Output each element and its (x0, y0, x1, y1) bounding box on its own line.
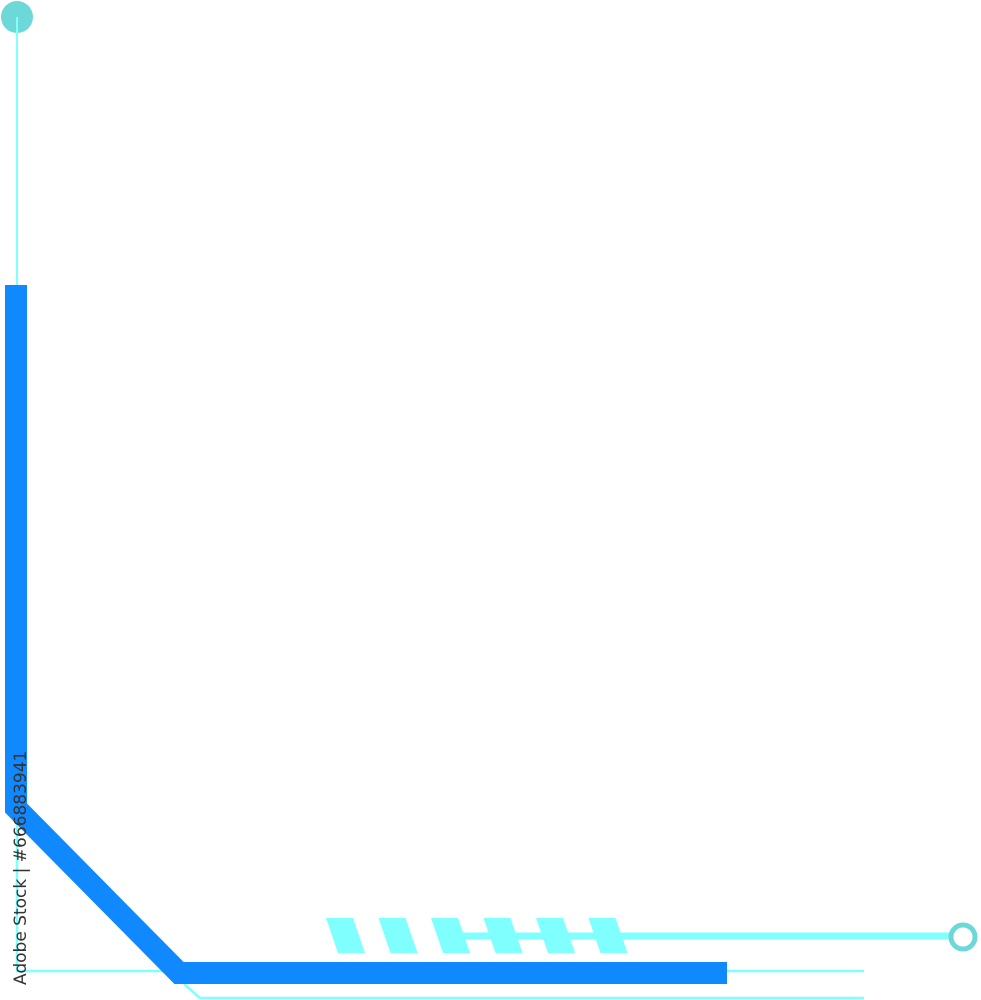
watermark-text: Adobe Stock | #666883941 (11, 750, 31, 985)
stripe-parallelogram (431, 918, 470, 953)
stripe-parallelogram (483, 918, 523, 953)
stripe-parallelogram (326, 918, 365, 953)
stripe-group (326, 918, 628, 953)
bottom-thin-line (183, 983, 864, 1000)
end-ring-icon (948, 922, 978, 952)
main-blue-frame (5, 285, 727, 984)
stripe-parallelogram (588, 918, 628, 953)
stripe-parallelogram (536, 918, 575, 953)
stripe-parallelogram (378, 918, 418, 953)
